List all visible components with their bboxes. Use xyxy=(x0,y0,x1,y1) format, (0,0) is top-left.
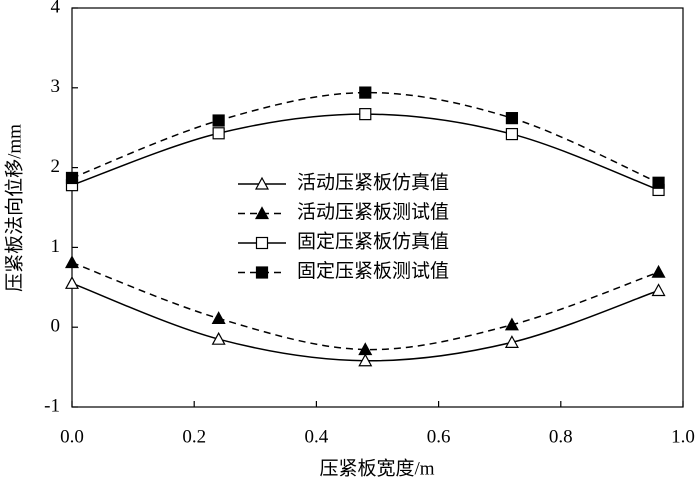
legend-marker xyxy=(255,236,269,250)
plot-frame xyxy=(71,7,684,408)
marker xyxy=(651,283,666,297)
x-axis-label: 压紧板宽度/m xyxy=(319,457,434,479)
marker xyxy=(212,114,225,127)
marker xyxy=(211,311,226,325)
marker xyxy=(359,86,372,99)
legend-label: 固定压紧板仿真值 xyxy=(297,230,449,252)
marker xyxy=(505,127,519,141)
marker xyxy=(65,171,79,185)
marker xyxy=(359,108,372,121)
marker xyxy=(211,331,226,345)
legend-marker xyxy=(255,266,269,279)
marker xyxy=(64,276,80,289)
marker xyxy=(504,335,519,348)
marker xyxy=(504,317,519,331)
y-tick-label: 2 xyxy=(51,156,61,177)
legend-label: 固定压紧板测试值 xyxy=(297,260,449,282)
y-tick-label: 3 xyxy=(51,76,61,97)
x-tick-label: 0.8 xyxy=(549,426,573,447)
y-tick-label: 0 xyxy=(51,316,61,337)
series-line xyxy=(71,261,659,351)
marker xyxy=(652,176,665,189)
legend-marker xyxy=(254,176,270,190)
y-tick-label: -1 xyxy=(44,395,60,416)
marker xyxy=(505,112,519,125)
x-tick-label: 0.0 xyxy=(60,426,84,447)
marker xyxy=(358,353,373,367)
y-tick-label: 4 xyxy=(51,0,61,17)
y-axis-label: 压紧板法向位移/mm xyxy=(3,124,25,292)
x-tick-label: 0.2 xyxy=(182,426,206,447)
x-tick-label: 0.6 xyxy=(427,426,451,447)
marker xyxy=(651,264,666,278)
legend-label: 活动压紧板测试值 xyxy=(297,201,449,223)
y-tick-label: 1 xyxy=(51,236,61,257)
x-tick-label: 1.0 xyxy=(671,426,695,447)
series-line xyxy=(71,91,659,184)
marker xyxy=(358,342,373,356)
x-tick-label: 0.4 xyxy=(305,426,329,447)
marker xyxy=(64,255,80,269)
marker xyxy=(212,127,225,140)
legend-marker xyxy=(254,206,270,220)
legend-label: 活动压紧板仿真值 xyxy=(297,171,449,193)
